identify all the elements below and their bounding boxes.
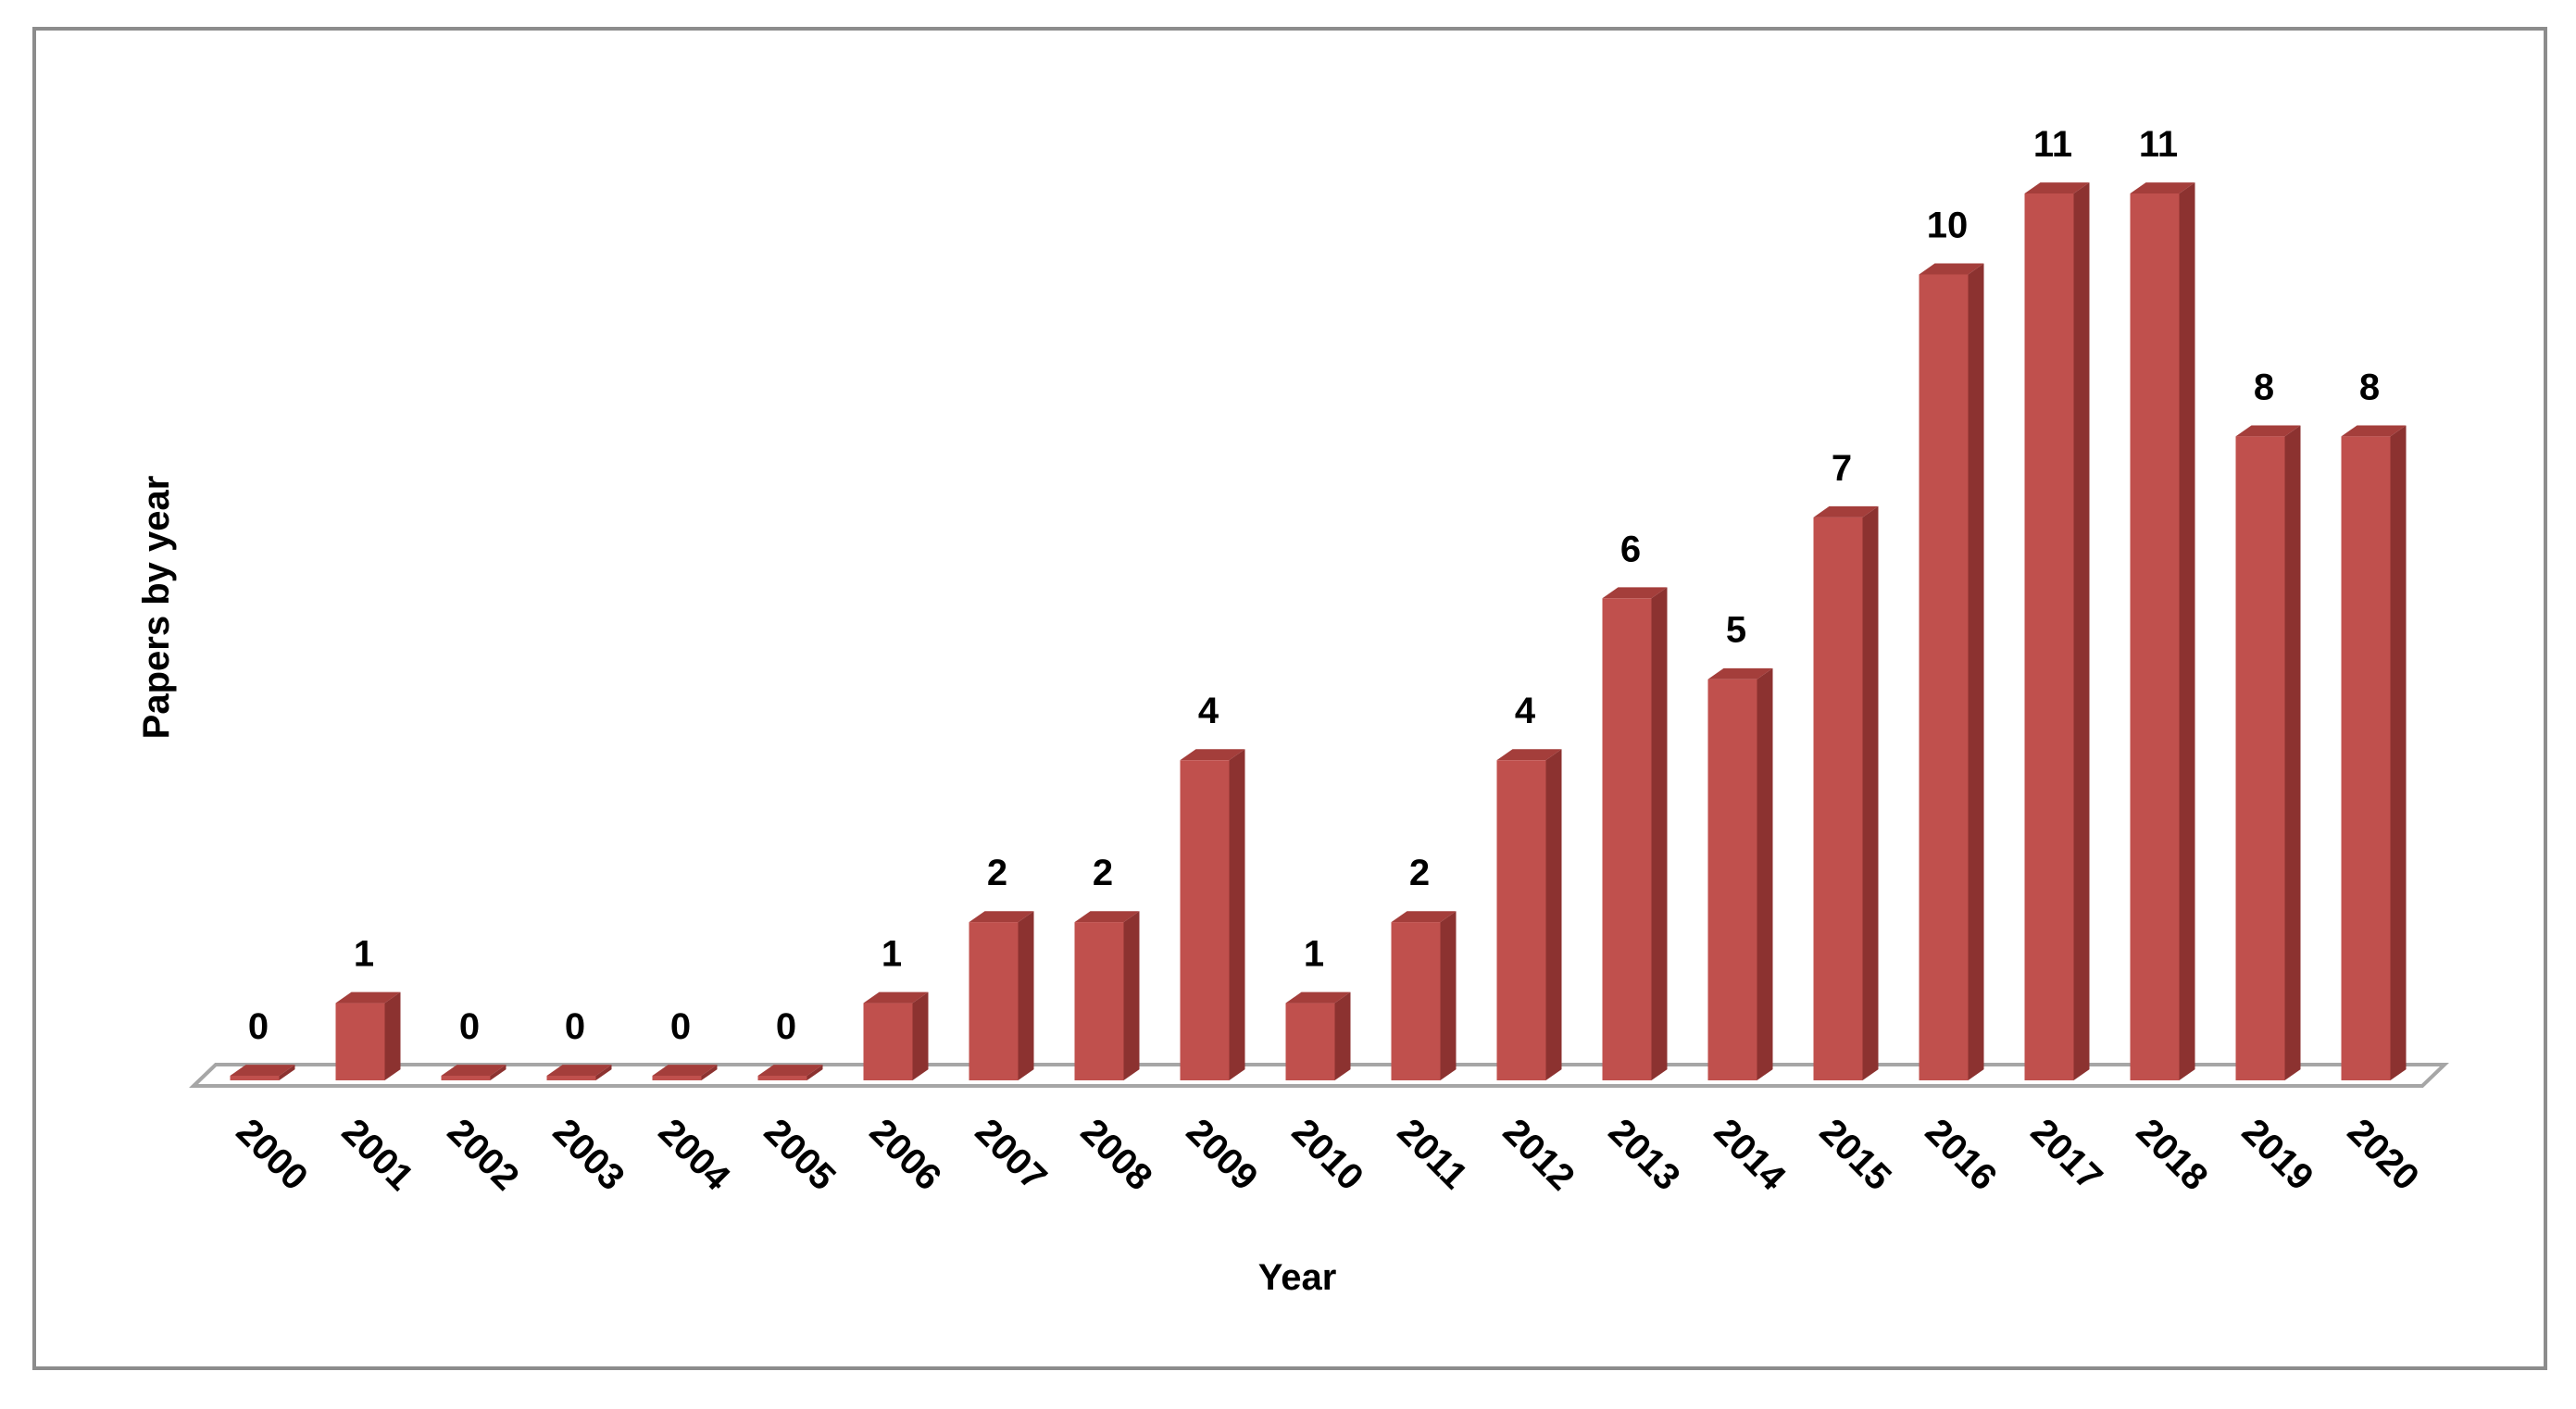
bar	[1074, 922, 1124, 1080]
bar-side	[2390, 425, 2407, 1080]
bar-side	[279, 1065, 295, 1080]
bar-side	[1757, 667, 1773, 1080]
bar	[1707, 679, 1757, 1080]
data-label: 1	[1304, 934, 1324, 975]
data-label: 2	[1093, 853, 1113, 893]
bar-side	[384, 991, 401, 1080]
bar-side	[1545, 749, 1562, 1080]
bar-top	[969, 911, 1034, 923]
bar	[1496, 760, 1546, 1080]
bar	[230, 1076, 280, 1080]
bar	[2341, 436, 2391, 1080]
bar-side	[1968, 263, 1984, 1080]
data-label: 5	[1726, 610, 1746, 651]
data-label: 6	[1620, 529, 1641, 569]
bar	[335, 1003, 385, 1080]
bar-top	[1496, 749, 1562, 761]
bar	[1813, 517, 1863, 1080]
data-label: 4	[1515, 691, 1536, 731]
bar-side	[490, 1065, 506, 1080]
x-axis-label: Year	[1258, 1257, 1337, 1298]
data-label: 0	[565, 1006, 585, 1047]
bar	[757, 1076, 807, 1080]
chart-frame	[32, 27, 2547, 1370]
bar	[1180, 760, 1230, 1080]
bar-top	[1285, 991, 1351, 1004]
bar-top	[2130, 182, 2195, 193]
bar-top	[230, 1065, 295, 1076]
data-label: 8	[2254, 367, 2274, 407]
data-label: 11	[2139, 124, 2178, 165]
bar	[969, 922, 1019, 1080]
bar	[1919, 274, 1969, 1080]
data-label: 0	[776, 1006, 796, 1047]
bar-side	[912, 991, 929, 1080]
bar-top	[1180, 749, 1245, 761]
bar-top	[546, 1065, 612, 1076]
bar-side	[1334, 991, 1351, 1080]
data-label: 1	[354, 934, 374, 975]
data-label: 1	[882, 934, 902, 975]
bar-top	[335, 991, 401, 1004]
bar-side	[1651, 587, 1668, 1080]
bar-top	[1602, 587, 1668, 599]
bar-side	[807, 1065, 823, 1080]
bar-top	[652, 1065, 718, 1076]
data-label: 0	[670, 1006, 691, 1047]
data-label: 11	[2033, 124, 2072, 165]
bar	[863, 1003, 913, 1080]
data-label: 4	[1198, 691, 1219, 731]
bar-top	[441, 1065, 506, 1076]
bar	[546, 1076, 596, 1080]
bar-top	[2235, 425, 2301, 437]
data-label: 2	[1409, 853, 1430, 893]
data-label: 0	[459, 1006, 480, 1047]
bar	[1285, 1003, 1335, 1080]
bar-side	[2179, 182, 2195, 1081]
bar	[652, 1076, 702, 1080]
bar-side	[2073, 182, 2090, 1081]
data-label: 0	[248, 1006, 269, 1047]
bar	[2024, 193, 2074, 1080]
data-label: 2	[987, 853, 1007, 893]
bar-top	[1919, 263, 1984, 275]
bar-top	[1813, 505, 1879, 517]
bar-top	[863, 991, 929, 1004]
bar-top	[1707, 667, 1773, 680]
bar-top	[757, 1065, 823, 1076]
bar-side	[2284, 425, 2301, 1080]
data-label: 7	[1832, 448, 1852, 489]
bar	[2130, 193, 2180, 1080]
bar	[1391, 922, 1441, 1080]
bar-top	[1391, 911, 1457, 923]
bar-top	[2341, 425, 2407, 437]
bar-top	[1074, 911, 1140, 923]
bar-side	[595, 1065, 612, 1080]
bar-side	[1440, 911, 1457, 1080]
bar	[1602, 598, 1652, 1080]
bar-top	[2024, 182, 2090, 193]
data-label: 10	[1927, 205, 1969, 245]
bar-side	[1018, 911, 1034, 1080]
bar-side	[1229, 749, 1245, 1080]
data-label: 8	[2359, 367, 2380, 407]
y-axis-label: Papers by year	[136, 476, 177, 740]
bar-side	[1123, 911, 1140, 1080]
bar	[441, 1076, 491, 1080]
bar-side	[1862, 505, 1879, 1080]
bar-side	[701, 1065, 718, 1080]
bar	[2235, 436, 2285, 1080]
